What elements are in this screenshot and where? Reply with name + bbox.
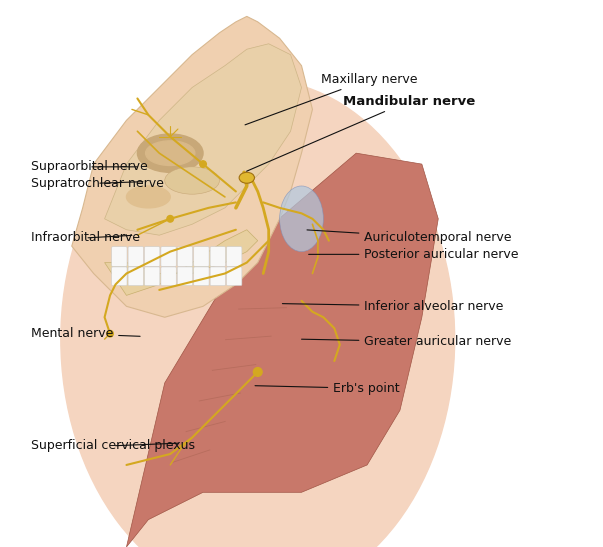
Text: Erb's point: Erb's point bbox=[255, 382, 400, 395]
Text: Mandibular nerve: Mandibular nerve bbox=[247, 95, 475, 171]
Polygon shape bbox=[104, 44, 302, 235]
FancyBboxPatch shape bbox=[161, 267, 176, 286]
Text: Auriculotemporal nerve: Auriculotemporal nerve bbox=[307, 230, 512, 245]
FancyBboxPatch shape bbox=[227, 267, 242, 286]
FancyBboxPatch shape bbox=[210, 247, 226, 266]
Ellipse shape bbox=[145, 141, 195, 166]
FancyBboxPatch shape bbox=[194, 267, 209, 286]
FancyBboxPatch shape bbox=[177, 267, 192, 286]
Ellipse shape bbox=[165, 167, 219, 194]
Text: Supraorbital nerve: Supraorbital nerve bbox=[31, 160, 148, 173]
FancyBboxPatch shape bbox=[194, 247, 209, 266]
Text: Supratrochlear nerve: Supratrochlear nerve bbox=[31, 177, 163, 190]
FancyBboxPatch shape bbox=[145, 267, 160, 286]
FancyBboxPatch shape bbox=[128, 267, 144, 286]
FancyBboxPatch shape bbox=[112, 267, 127, 286]
FancyBboxPatch shape bbox=[128, 247, 144, 266]
Polygon shape bbox=[104, 230, 257, 295]
FancyBboxPatch shape bbox=[112, 247, 127, 266]
Text: Superficial cervical plexus: Superficial cervical plexus bbox=[31, 439, 195, 452]
Ellipse shape bbox=[280, 186, 323, 252]
Circle shape bbox=[107, 330, 113, 337]
Text: Posterior auricular nerve: Posterior auricular nerve bbox=[309, 248, 519, 261]
Text: Inferior alveolar nerve: Inferior alveolar nerve bbox=[282, 300, 504, 313]
FancyBboxPatch shape bbox=[161, 247, 176, 266]
Ellipse shape bbox=[61, 79, 455, 547]
Circle shape bbox=[200, 161, 206, 167]
Ellipse shape bbox=[127, 186, 170, 208]
FancyBboxPatch shape bbox=[227, 247, 242, 266]
FancyBboxPatch shape bbox=[177, 247, 192, 266]
Ellipse shape bbox=[239, 172, 254, 183]
Text: Infraorbital nerve: Infraorbital nerve bbox=[31, 231, 140, 245]
Text: Mental nerve: Mental nerve bbox=[31, 327, 140, 340]
Polygon shape bbox=[72, 16, 312, 317]
Text: Greater auricular nerve: Greater auricular nerve bbox=[302, 335, 512, 348]
Text: Maxillary nerve: Maxillary nerve bbox=[245, 73, 417, 125]
FancyBboxPatch shape bbox=[210, 267, 226, 286]
Ellipse shape bbox=[137, 134, 203, 172]
Polygon shape bbox=[127, 153, 438, 547]
Circle shape bbox=[253, 368, 262, 376]
FancyBboxPatch shape bbox=[145, 247, 160, 266]
Circle shape bbox=[167, 216, 174, 222]
